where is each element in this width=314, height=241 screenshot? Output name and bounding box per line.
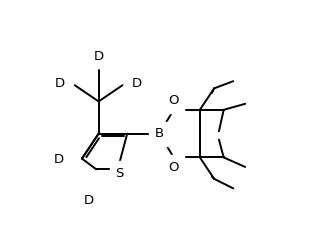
Text: D: D	[94, 50, 104, 63]
Text: D: D	[55, 77, 65, 90]
Text: D: D	[84, 194, 94, 207]
Text: D: D	[54, 153, 64, 166]
Text: O: O	[168, 94, 179, 107]
Text: S: S	[115, 167, 123, 180]
Text: D: D	[132, 77, 142, 90]
Text: B: B	[155, 127, 164, 140]
Text: O: O	[168, 161, 179, 174]
